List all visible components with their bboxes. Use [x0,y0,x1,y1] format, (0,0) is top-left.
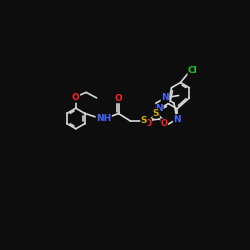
Text: N: N [161,94,169,102]
Text: NH: NH [96,114,111,123]
Text: O: O [161,119,168,128]
Text: N: N [173,114,181,124]
Text: O: O [144,119,152,128]
Text: O: O [72,93,80,102]
Text: S: S [141,116,147,126]
Text: S: S [153,109,159,118]
Text: Cl: Cl [188,66,198,76]
Text: N: N [156,104,163,113]
Text: O: O [115,94,122,103]
